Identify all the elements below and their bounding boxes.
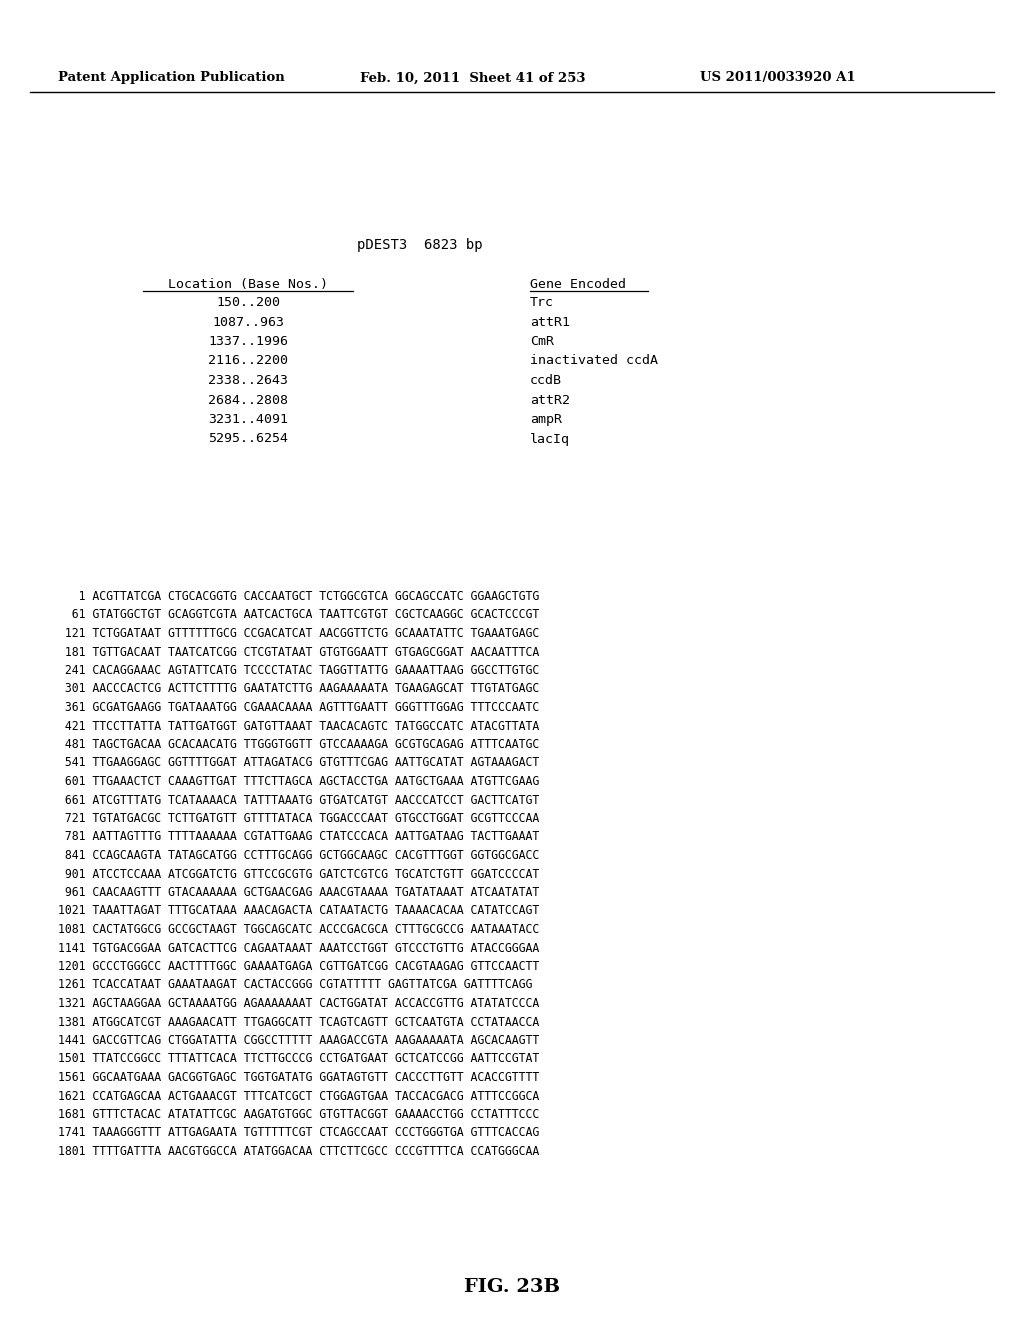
- Text: 150..200: 150..200: [216, 296, 280, 309]
- Text: 1681 GTTTCTACAC ATATATTCGC AAGATGTGGC GTGTTACGGT GAAAACCTGG CCTATTTCCC: 1681 GTTTCTACAC ATATATTCGC AAGATGTGGC GT…: [58, 1107, 540, 1121]
- Text: 1141 TGTGACGGAA GATCACTTCG CAGAATAAAT AAATCCTGGT GTCCCTGTTG ATACCGGGAA: 1141 TGTGACGGAA GATCACTTCG CAGAATAAAT AA…: [58, 941, 540, 954]
- Text: 901 ATCCTCCAAA ATCGGATCTG GTTCCGCGTG GATCTCGTCG TGCATCTGTT GGATCCCCAT: 901 ATCCTCCAAA ATCGGATCTG GTTCCGCGTG GAT…: [58, 867, 540, 880]
- Text: 1501 TTATCCGGCC TTTATTCACA TTCTTGCCCG CCTGATGAAT GCTCATCCGG AATTCCGTAT: 1501 TTATCCGGCC TTTATTCACA TTCTTGCCCG CC…: [58, 1052, 540, 1065]
- Text: 1321 AGCTAAGGAA GCTAAAATGG AGAAAAAAAT CACTGGATAT ACCACCGTTG ATATATCCCA: 1321 AGCTAAGGAA GCTAAAATGG AGAAAAAAAT CA…: [58, 997, 540, 1010]
- Text: ccdB: ccdB: [530, 374, 562, 387]
- Text: FIG. 23B: FIG. 23B: [464, 1278, 560, 1296]
- Text: 3231..4091: 3231..4091: [208, 413, 288, 426]
- Text: attR1: attR1: [530, 315, 570, 329]
- Text: inactivated ccdA: inactivated ccdA: [530, 355, 658, 367]
- Text: 541 TTGAAGGAGC GGTTTTGGAT ATTAGATACG GTGTTTCGAG AATTGCATAT AGTAAAGACT: 541 TTGAAGGAGC GGTTTTGGAT ATTAGATACG GTG…: [58, 756, 540, 770]
- Text: 781 AATTAGTTTG TTTTAAAAAA CGTATTGAAG CTATCCCACA AATTGATAAG TACTTGAAAT: 781 AATTAGTTTG TTTTAAAAAA CGTATTGAAG CTA…: [58, 830, 540, 843]
- Text: Feb. 10, 2011  Sheet 41 of 253: Feb. 10, 2011 Sheet 41 of 253: [360, 71, 586, 84]
- Text: 301 AACCCACTCG ACTTCTTTTG GAATATCTTG AAGAAAAATA TGAAGAGCAT TTGTATGAGC: 301 AACCCACTCG ACTTCTTTTG GAATATCTTG AAG…: [58, 682, 540, 696]
- Text: 1621 CCATGAGCAA ACTGAAACGT TTTCATCGCT CTGGAGTGAA TACCACGACG ATTTCCGGCA: 1621 CCATGAGCAA ACTGAAACGT TTTCATCGCT CT…: [58, 1089, 540, 1102]
- Text: 1381 ATGGCATCGT AAAGAACATT TTGAGGCATT TCAGTCAGTT GCTCAATGTA CCTATAACCA: 1381 ATGGCATCGT AAAGAACATT TTGAGGCATT TC…: [58, 1015, 540, 1028]
- Text: 721 TGTATGACGC TCTTGATGTT GTTTTATACA TGGACCCAAT GTGCCTGGAT GCGTTCCCAA: 721 TGTATGACGC TCTTGATGTT GTTTTATACA TGG…: [58, 812, 540, 825]
- Text: 1201 GCCCTGGGCC AACTTTTGGC GAAAATGAGA CGTTGATCGG CACGTAAGAG GTTCCAACTT: 1201 GCCCTGGGCC AACTTTTGGC GAAAATGAGA CG…: [58, 960, 540, 973]
- Text: 1021 TAAATTAGAT TTTGCATAAA AAACAGACTA CATAATACTG TAAAACACAA CATATCCAGT: 1021 TAAATTAGAT TTTGCATAAA AAACAGACTA CA…: [58, 904, 540, 917]
- Text: 1561 GGCAATGAAA GACGGTGAGC TGGTGATATG GGATAGTGTT CACCCTTGTT ACACCGTTTT: 1561 GGCAATGAAA GACGGTGAGC TGGTGATATG GG…: [58, 1071, 540, 1084]
- Text: CmR: CmR: [530, 335, 554, 348]
- Text: Trc: Trc: [530, 296, 554, 309]
- Text: 661 ATCGTTTATG TCATAAAACA TATTTAAATG GTGATCATGT AACCCATCCT GACTTCATGT: 661 ATCGTTTATG TCATAAAACA TATTTAAATG GTG…: [58, 793, 540, 807]
- Text: 241 CACAGGAAAC AGTATTCATG TCCCCTATAC TAGGTTATTG GAAAATTAAG GGCCTTGTGC: 241 CACAGGAAAC AGTATTCATG TCCCCTATAC TAG…: [58, 664, 540, 677]
- Text: 1741 TAAAGGGTTT ATTGAGAATA TGTTTTTCGT CTCAGCCAAT CCCTGGGTGA GTTTCACCAG: 1741 TAAAGGGTTT ATTGAGAATA TGTTTTTCGT CT…: [58, 1126, 540, 1139]
- Text: 421 TTCCTTATTA TATTGATGGT GATGTTAAAT TAACACAGTC TATGGCCATC ATACGTTATA: 421 TTCCTTATTA TATTGATGGT GATGTTAAAT TAA…: [58, 719, 540, 733]
- Text: lacIq: lacIq: [530, 433, 570, 446]
- Text: pDEST3  6823 bp: pDEST3 6823 bp: [357, 238, 482, 252]
- Text: 361 GCGATGAAGG TGATAAATGG CGAAACAAAA AGTTTGAATT GGGTTTGGAG TTTCCCAATC: 361 GCGATGAAGG TGATAAATGG CGAAACAAAA AGT…: [58, 701, 540, 714]
- Text: 2684..2808: 2684..2808: [208, 393, 288, 407]
- Text: 961 CAACAAGTTT GTACAAAAAA GCTGAACGAG AAACGTAAAA TGATATAAAT ATCAATATAT: 961 CAACAAGTTT GTACAAAAAA GCTGAACGAG AAA…: [58, 886, 540, 899]
- Text: 1801 TTTTGATTTA AACGTGGCCA ATATGGACAA CTTCTTCGCC CCCGTTTTCA CCATGGGCAA: 1801 TTTTGATTTA AACGTGGCCA ATATGGACAA CT…: [58, 1144, 540, 1158]
- Text: 61 GTATGGCTGT GCAGGTCGTA AATCACTGCA TAATTCGTGT CGCTCAAGGC GCACTCCCGT: 61 GTATGGCTGT GCAGGTCGTA AATCACTGCA TAAT…: [58, 609, 540, 622]
- Text: 5295..6254: 5295..6254: [208, 433, 288, 446]
- Text: Location (Base Nos.): Location (Base Nos.): [168, 279, 328, 290]
- Text: 2338..2643: 2338..2643: [208, 374, 288, 387]
- Text: 601 TTGAAACTCT CAAAGTTGAT TTTCTTAGCA AGCTACCTGA AATGCTGAAA ATGTTCGAAG: 601 TTGAAACTCT CAAAGTTGAT TTTCTTAGCA AGC…: [58, 775, 540, 788]
- Text: 1 ACGTTATCGA CTGCACGGTG CACCAATGCT TCTGGCGTCA GGCAGCCATC GGAAGCTGTG: 1 ACGTTATCGA CTGCACGGTG CACCAATGCT TCTGG…: [58, 590, 540, 603]
- Text: 1081 CACTATGGCG GCCGCTAAGT TGGCAGCATC ACCCGACGCA CTTTGCGCCG AATAAATACC: 1081 CACTATGGCG GCCGCTAAGT TGGCAGCATC AC…: [58, 923, 540, 936]
- Text: US 2011/0033920 A1: US 2011/0033920 A1: [700, 71, 856, 84]
- Text: 2116..2200: 2116..2200: [208, 355, 288, 367]
- Text: 841 CCAGCAAGTA TATAGCATGG CCTTTGCAGG GCTGGCAAGC CACGTTTGGT GGTGGCGACC: 841 CCAGCAAGTA TATAGCATGG CCTTTGCAGG GCT…: [58, 849, 540, 862]
- Text: 121 TCTGGATAAT GTTTTTTGCG CCGACATCAT AACGGTTCTG GCAAATATTC TGAAATGAGC: 121 TCTGGATAAT GTTTTTTGCG CCGACATCAT AAC…: [58, 627, 540, 640]
- Text: ampR: ampR: [530, 413, 562, 426]
- Text: 481 TAGCTGACAA GCACAACATG TTGGGTGGTT GTCCAAAAGA GCGTGCAGAG ATTTCAATGC: 481 TAGCTGACAA GCACAACATG TTGGGTGGTT GTC…: [58, 738, 540, 751]
- Text: 1441 GACCGTTCAG CTGGATATTA CGGCCTTTTT AAAGACCGTA AAGAAAAATA AGCACAAGTT: 1441 GACCGTTCAG CTGGATATTA CGGCCTTTTT AA…: [58, 1034, 540, 1047]
- Text: Gene Encoded: Gene Encoded: [530, 279, 626, 290]
- Text: attR2: attR2: [530, 393, 570, 407]
- Text: 1337..1996: 1337..1996: [208, 335, 288, 348]
- Text: Patent Application Publication: Patent Application Publication: [58, 71, 285, 84]
- Text: 1087..963: 1087..963: [212, 315, 284, 329]
- Text: 181 TGTTGACAAT TAATCATCGG CTCGTATAAT GTGTGGAATT GTGAGCGGAT AACAATTTCA: 181 TGTTGACAAT TAATCATCGG CTCGTATAAT GTG…: [58, 645, 540, 659]
- Text: 1261 TCACCATAAT GAAATAAGAT CACTACCGGG CGTATTTTT GAGTTATCGA GATTTTCAGG: 1261 TCACCATAAT GAAATAAGAT CACTACCGGG CG…: [58, 978, 532, 991]
